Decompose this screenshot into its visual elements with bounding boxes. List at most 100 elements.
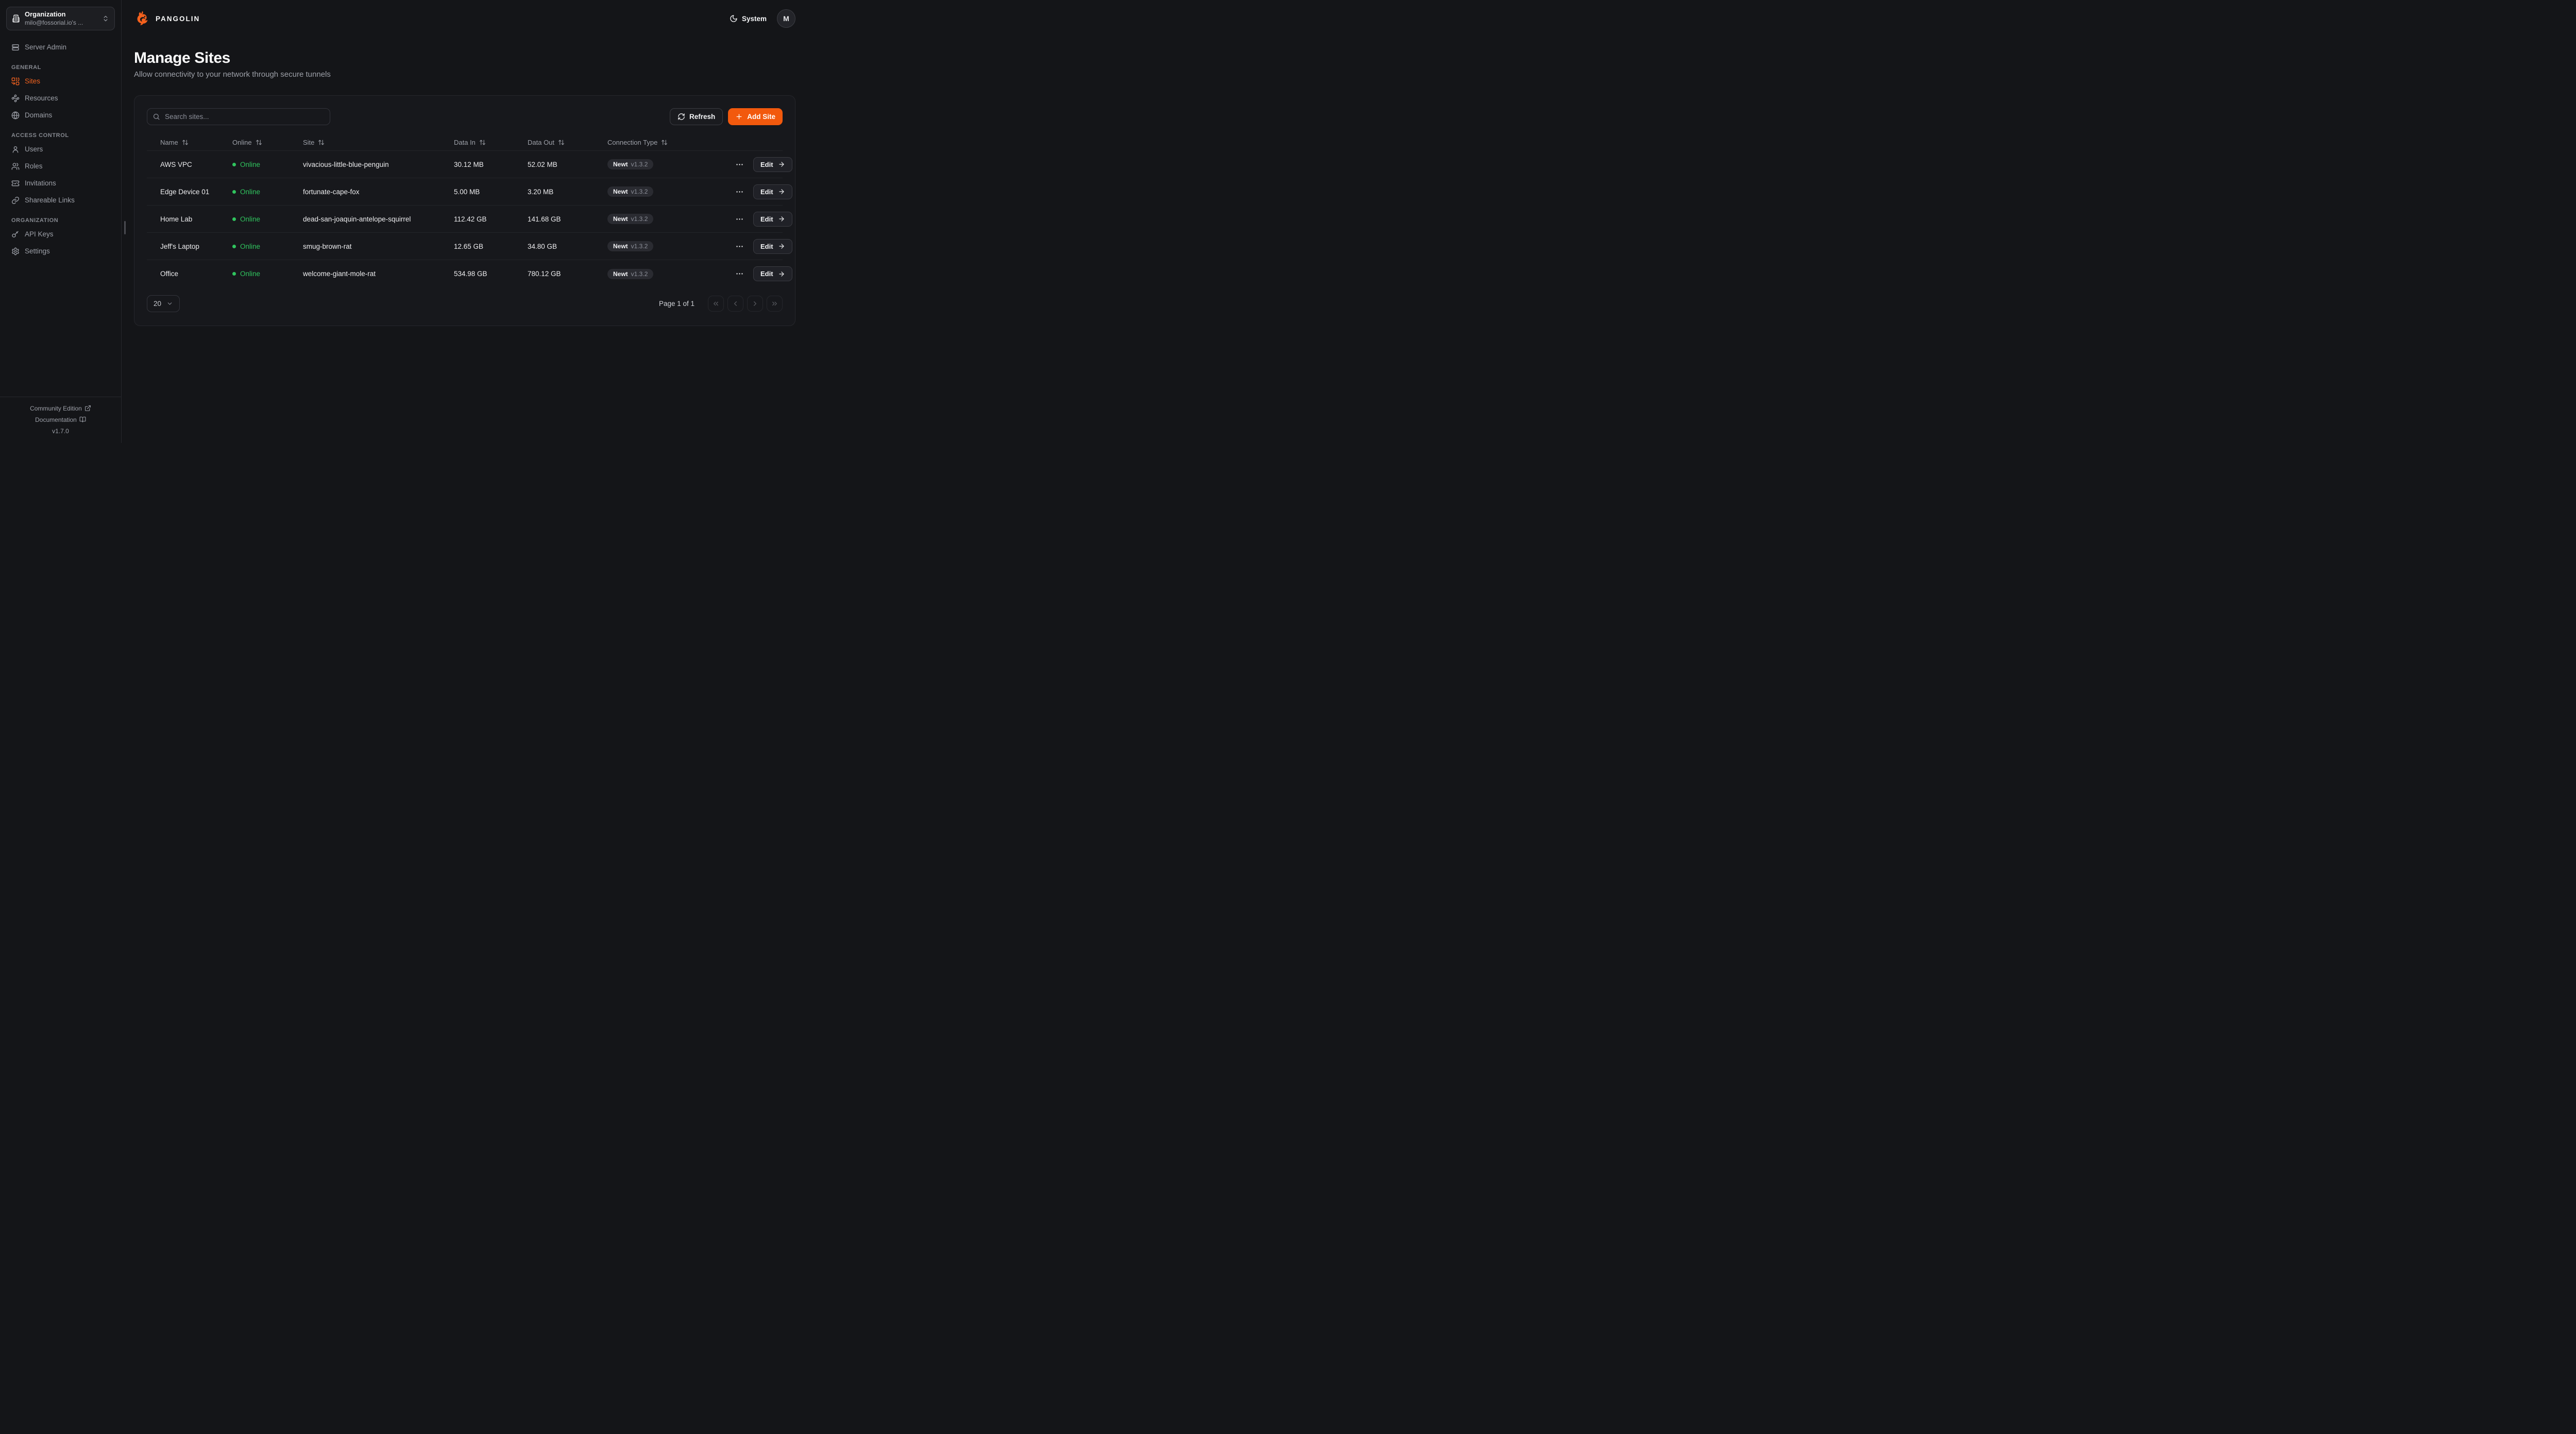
table-row: Jeff's Laptop Online smug-brown-rat 12.6… bbox=[147, 233, 792, 260]
sidebar-resize-handle[interactable] bbox=[124, 221, 126, 234]
online-label: Online bbox=[240, 270, 261, 278]
search-wrap bbox=[147, 108, 330, 125]
pagination: 20 Page 1 of 1 bbox=[147, 295, 783, 312]
sort-icon bbox=[318, 140, 325, 145]
table-header: Name Online Site Data In Data Out Connec… bbox=[147, 134, 783, 151]
sidebar-item-server-admin[interactable]: Server Admin bbox=[6, 39, 115, 56]
avatar-initial: M bbox=[783, 14, 789, 23]
row-menu-button[interactable] bbox=[733, 240, 746, 253]
ellipsis-icon bbox=[736, 245, 743, 247]
search-icon bbox=[153, 113, 160, 120]
sidebar-item-resources[interactable]: Resources bbox=[6, 90, 115, 107]
moon-icon bbox=[730, 15, 737, 22]
sidebar-item-label: Resources bbox=[25, 94, 58, 102]
column-header-connection-type[interactable]: Connection Type bbox=[594, 139, 720, 146]
prev-page-button[interactable] bbox=[727, 296, 743, 312]
column-header-online[interactable]: Online bbox=[219, 139, 290, 146]
last-page-button[interactable] bbox=[767, 296, 783, 312]
sidebar-item-api-keys[interactable]: API Keys bbox=[6, 226, 115, 243]
site-name-cell: Office bbox=[160, 270, 179, 278]
arrow-right-icon bbox=[778, 271, 784, 277]
card-toolbar: Refresh Add Site bbox=[147, 108, 783, 125]
user-avatar[interactable]: M bbox=[777, 9, 795, 28]
sidebar-item-sites[interactable]: Sites bbox=[6, 73, 115, 90]
building-icon bbox=[12, 14, 20, 23]
refresh-button[interactable]: Refresh bbox=[669, 108, 723, 125]
connection-type-badge: Newt v1.3.2 bbox=[607, 241, 654, 251]
edit-button[interactable]: Edit bbox=[753, 157, 792, 172]
theme-toggle-button[interactable]: System bbox=[730, 14, 767, 23]
ticket-check-icon bbox=[11, 180, 20, 186]
connection-name: Newt bbox=[613, 243, 628, 250]
row-menu-button[interactable] bbox=[733, 267, 746, 280]
sidebar-item-shareable-links[interactable]: Shareable Links bbox=[6, 192, 115, 209]
sidebar-item-domains[interactable]: Domains bbox=[6, 107, 115, 124]
org-switcher-texts: Organization milo@fossorial.io's ... bbox=[25, 10, 97, 27]
pager-buttons bbox=[708, 296, 783, 312]
column-header-data-out[interactable]: Data Out bbox=[514, 139, 594, 146]
online-dot-icon bbox=[232, 244, 236, 248]
site-slug-cell: smug-brown-rat bbox=[303, 242, 352, 250]
topbar-right: System M bbox=[730, 9, 795, 28]
first-page-button[interactable] bbox=[708, 296, 724, 312]
org-switcher[interactable]: Organization milo@fossorial.io's ... bbox=[6, 7, 115, 30]
chevron-down-icon bbox=[167, 302, 172, 305]
page-size-select[interactable]: 20 bbox=[147, 295, 180, 312]
data-in-cell: 5.00 MB bbox=[454, 187, 480, 196]
sidebar-item-settings[interactable]: Settings bbox=[6, 243, 115, 260]
table-row: Home Lab Online dead-san-joaquin-antelop… bbox=[147, 206, 792, 233]
search-input[interactable] bbox=[147, 108, 330, 125]
next-page-button[interactable] bbox=[747, 296, 763, 312]
data-in-cell: 112.42 GB bbox=[454, 215, 487, 223]
edit-label: Edit bbox=[760, 187, 773, 196]
edit-button[interactable]: Edit bbox=[753, 238, 792, 254]
nav-section-organization: ORGANIZATION bbox=[11, 217, 59, 224]
data-out-cell: 141.68 GB bbox=[528, 215, 561, 223]
data-in-cell: 30.12 MB bbox=[454, 160, 484, 168]
connection-type-cell: Newt v1.3.2 bbox=[594, 159, 720, 169]
sidebar-item-invitations[interactable]: Invitations bbox=[6, 175, 115, 192]
online-dot-icon bbox=[232, 272, 236, 276]
sidebar-item-label: Server Admin bbox=[25, 43, 67, 51]
chevron-left-icon bbox=[734, 301, 737, 306]
combine-icon bbox=[11, 77, 20, 85]
add-site-button[interactable]: Add Site bbox=[728, 108, 783, 125]
column-header-name[interactable]: Name bbox=[147, 139, 219, 146]
community-edition-link[interactable]: Community Edition bbox=[0, 403, 121, 414]
online-label: Online bbox=[240, 215, 261, 223]
sidebar-item-roles[interactable]: Roles bbox=[6, 158, 115, 175]
sidebar-item-users[interactable]: Users bbox=[6, 141, 115, 158]
connection-version: v1.3.2 bbox=[631, 270, 648, 278]
chevron-right-icon bbox=[754, 301, 756, 306]
sidebar-footer: Community Edition Documentation v1.7.0 bbox=[0, 397, 121, 443]
data-in-cell: 534.98 GB bbox=[454, 270, 487, 278]
main-area: PANGOLIN System M Manage Sites Allow con… bbox=[122, 0, 808, 443]
edit-label: Edit bbox=[760, 242, 773, 250]
nav-section-access-control: ACCESS CONTROL bbox=[11, 132, 69, 139]
connection-type-badge: Newt v1.3.2 bbox=[607, 214, 654, 224]
edit-label: Edit bbox=[760, 270, 773, 278]
edit-button[interactable]: Edit bbox=[753, 184, 792, 199]
row-menu-button[interactable] bbox=[733, 185, 746, 198]
page-title: Manage Sites bbox=[134, 49, 230, 66]
online-label: Online bbox=[240, 187, 261, 196]
data-out-cell: 3.20 MB bbox=[528, 187, 554, 196]
edit-button[interactable]: Edit bbox=[753, 266, 792, 281]
site-slug-cell: welcome-giant-mole-rat bbox=[303, 270, 376, 278]
link-icon bbox=[12, 196, 19, 204]
sort-icon bbox=[558, 140, 564, 145]
row-menu-button[interactable] bbox=[733, 158, 746, 171]
column-header-site[interactable]: Site bbox=[290, 139, 440, 146]
community-edition-label: Community Edition bbox=[30, 405, 82, 412]
column-header-data-in[interactable]: Data In bbox=[440, 139, 514, 146]
row-menu-button[interactable] bbox=[733, 213, 746, 226]
edit-button[interactable]: Edit bbox=[753, 211, 792, 227]
connection-type-badge: Newt v1.3.2 bbox=[607, 186, 654, 197]
connection-type-cell: Newt v1.3.2 bbox=[594, 241, 720, 251]
connection-name: Newt bbox=[613, 188, 628, 195]
ellipsis-icon bbox=[736, 273, 743, 275]
pager: Page 1 of 1 bbox=[659, 296, 783, 312]
sidebar-item-label: Invitations bbox=[25, 179, 56, 187]
documentation-link[interactable]: Documentation bbox=[0, 414, 121, 425]
site-status-cell: Online bbox=[219, 215, 290, 223]
